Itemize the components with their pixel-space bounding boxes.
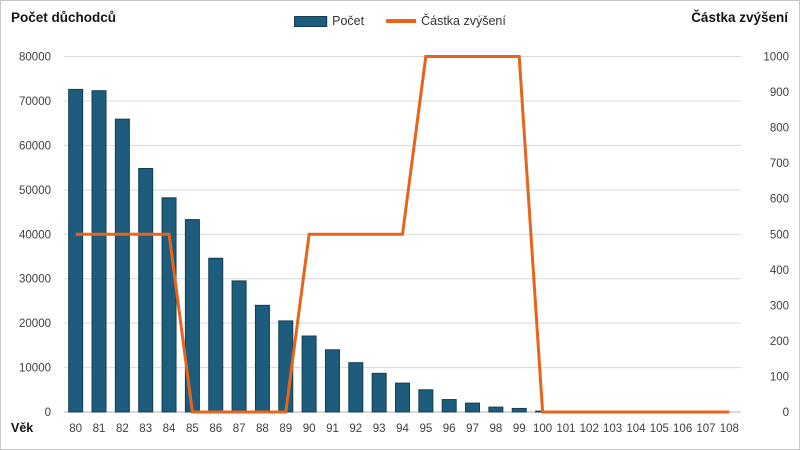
left-axis-tick-label: 20000: [19, 318, 51, 330]
right-axis-tick-label: 500: [770, 229, 789, 241]
x-tick-label: 89: [279, 423, 292, 435]
right-axis-tick-label: 400: [770, 265, 789, 277]
bar-age-98: [488, 406, 504, 413]
bar-age-88: [254, 304, 270, 413]
right-axis-tick-label: 100: [770, 371, 789, 383]
x-tick-label: 108: [720, 423, 739, 435]
x-tick-label: 106: [673, 423, 692, 435]
x-tick-label: 92: [349, 423, 362, 435]
right-axis-tick-label: 0: [783, 407, 789, 419]
x-tick-label: 86: [209, 423, 222, 435]
right-axis-tick-label: 800: [770, 123, 789, 135]
legend-bar-swatch-icon: [294, 15, 328, 27]
right-axis-tick-label: 1000: [763, 52, 789, 64]
bar-age-86: [208, 257, 224, 413]
x-tick-label: 91: [326, 423, 339, 435]
x-tick-label: 83: [139, 423, 152, 435]
increase-line: [75, 55, 730, 414]
right-axis-tick-label: 700: [770, 158, 789, 170]
left-axis-title: Počet důchodců: [11, 10, 117, 25]
x-tick-label: 80: [69, 423, 82, 435]
left-axis-tick-label: 70000: [19, 96, 51, 108]
bar-age-80: [68, 88, 84, 413]
left-axis-tick-label: 40000: [19, 229, 51, 241]
x-tick-label: 94: [396, 423, 409, 435]
x-tick-label: 96: [443, 423, 456, 435]
bar-age-87: [231, 280, 247, 413]
bar-age-93: [371, 372, 387, 413]
x-tick-label: 107: [696, 423, 715, 435]
bar-age-83: [138, 167, 154, 413]
bar-age-96: [441, 399, 457, 413]
x-tick-label: 81: [93, 423, 106, 435]
legend-label-pocet: Počet: [332, 14, 365, 28]
x-tick-label: 105: [650, 423, 669, 435]
x-tick-label: 101: [556, 423, 575, 435]
x-tick-label: 98: [489, 423, 502, 435]
x-tick-label: 88: [256, 423, 269, 435]
right-axis-tick-label: 300: [770, 300, 789, 312]
x-tick-label: 99: [513, 423, 526, 435]
bar-age-97: [465, 402, 481, 413]
right-axis-tick-label: 900: [770, 87, 789, 99]
left-axis-tick-label: 60000: [19, 140, 51, 152]
bar-age-82: [114, 118, 130, 413]
left-axis-tick-label: 50000: [19, 185, 51, 197]
bar-age-95: [418, 389, 434, 413]
bar-age-99: [511, 407, 527, 413]
x-tick-label: 102: [580, 423, 599, 435]
x-axis-title: Věk: [11, 421, 33, 435]
x-tick-label: 82: [116, 423, 129, 435]
bar-age-81: [91, 90, 107, 413]
x-tick-label: 104: [626, 423, 646, 435]
x-tick-label: 95: [419, 423, 432, 435]
x-tick-label: 87: [233, 423, 246, 435]
legend-label-castka: Částka zvýšení: [421, 14, 506, 28]
bar-age-90: [301, 335, 317, 413]
left-axis-tick-label: 0: [45, 407, 51, 419]
bar-age-91: [324, 349, 340, 413]
x-tick-label: 103: [603, 423, 622, 435]
x-tick-label: 100: [533, 423, 552, 435]
bar-age-84: [161, 197, 177, 413]
legend: Počet Částka zvýšení: [294, 14, 506, 28]
legend-line-swatch-icon: [386, 19, 417, 23]
left-axis-tick-label: 80000: [19, 52, 51, 64]
left-axis-tick-label: 30000: [19, 274, 51, 286]
x-tick-label: 85: [186, 423, 199, 435]
x-tick-label: 84: [163, 423, 176, 435]
right-axis-tick-label: 200: [770, 336, 789, 348]
right-axis-title: Částka zvýšení: [691, 10, 788, 25]
bar-age-94: [395, 382, 410, 413]
x-tick-label: 97: [466, 423, 479, 435]
bar-age-92: [348, 362, 364, 413]
right-axis-tick-label: 600: [770, 194, 789, 206]
left-axis-tick-label: 10000: [19, 363, 51, 375]
x-tick-label: 93: [373, 423, 386, 435]
x-tick-label: 90: [303, 423, 316, 435]
